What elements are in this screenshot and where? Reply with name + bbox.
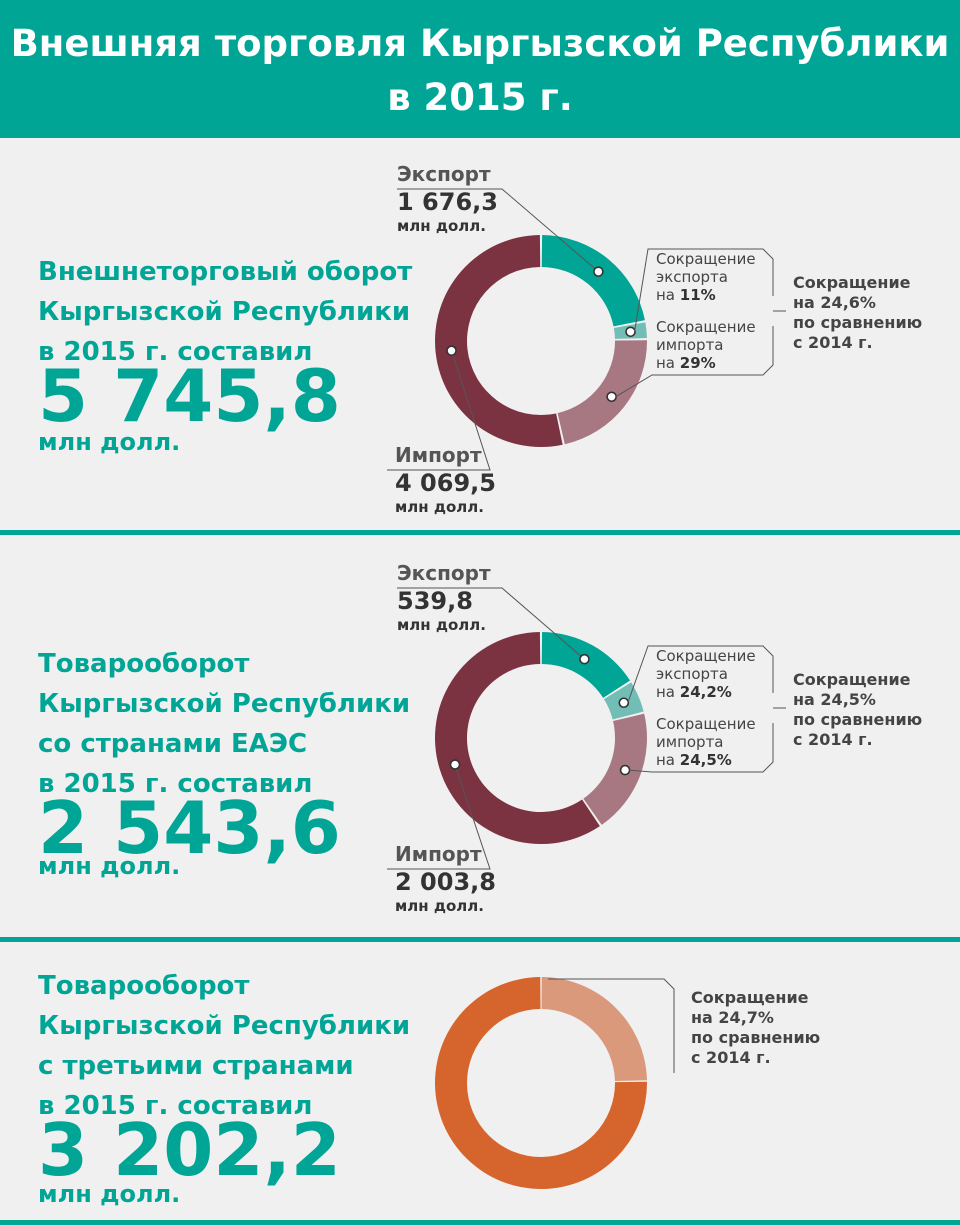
export-marker xyxy=(593,266,604,277)
total-decline-note: Сокращение xyxy=(793,670,911,689)
section-2-lead-line: Кыргызской Республики xyxy=(38,689,411,719)
import-leader-line xyxy=(387,764,491,870)
section-3-lead-line: в 2015 г. составил xyxy=(38,1091,313,1121)
total-decline-note: на 24,6% xyxy=(793,293,876,312)
import-decline-note: импорта xyxy=(656,733,724,751)
donut-slice xyxy=(541,632,631,698)
import-label: Импорт xyxy=(395,842,482,866)
import-value: 2 003,8 xyxy=(395,868,496,896)
export-decline-note: на 11% xyxy=(656,286,716,304)
section-divider xyxy=(0,530,960,535)
export-decline-note: экспорта xyxy=(656,665,728,683)
import-decline-bracket xyxy=(629,723,774,773)
section-divider xyxy=(0,1220,960,1225)
import-marker xyxy=(446,345,457,357)
total-decline-note: по сравнению xyxy=(793,313,922,332)
export-leader-line xyxy=(397,587,585,660)
section-2-total: 2 543,6 xyxy=(38,786,341,870)
total-decline-note: Сокращение xyxy=(691,988,809,1007)
section-divider xyxy=(0,937,960,942)
import-decline-note: Сокращение xyxy=(656,318,756,336)
import-decline-note: на 24,5% xyxy=(656,751,732,769)
section-3-lead-line: Товарооборот xyxy=(38,971,250,1001)
export-label: Экспорт xyxy=(397,162,491,186)
export-unit: млн долл. xyxy=(397,217,486,235)
import-decline-marker xyxy=(606,391,617,403)
export-decline-bracket xyxy=(634,248,774,332)
donut-chart-1 xyxy=(435,235,647,447)
export-decline-note: Сокращение xyxy=(656,250,756,268)
import-decline-note: Сокращение xyxy=(656,715,756,733)
export-unit: млн долл. xyxy=(397,616,486,634)
page-title: Внешняя торговля Кыргызской Республики xyxy=(10,22,950,65)
donut-slice xyxy=(435,235,563,447)
section-1-lead-line: Внешнеторговый оборот xyxy=(38,257,413,287)
section-2-lead-line: Товарооборот xyxy=(38,649,250,679)
import-unit: млн долл. xyxy=(395,897,484,915)
donut-slice xyxy=(583,713,647,825)
section-3-total: 3 202,2 xyxy=(38,1108,341,1192)
export-decline-note: экспорта xyxy=(656,268,728,286)
section-3-lead-line: с третьими странами xyxy=(38,1051,354,1081)
donut-chart-3 xyxy=(435,977,648,1190)
export-decline-bracket xyxy=(627,645,774,703)
page-header: Внешняя торговля Кыргызской Республики в… xyxy=(0,0,960,138)
export-leader-line xyxy=(397,188,599,273)
import-marker xyxy=(449,759,461,770)
total-decline-note: Сокращение xyxy=(793,273,911,292)
total-decline-note: по сравнению xyxy=(793,710,922,729)
section-1-lead-line: Кыргызской Республики xyxy=(38,297,411,327)
total-decline-note: по сравнению xyxy=(691,1028,820,1047)
section-3-lead-line: Кыргызской Республики xyxy=(38,1011,411,1041)
import-leader-line xyxy=(387,350,491,471)
section-1-lead: Внешнеторговый оборот Кыргызской Республ… xyxy=(38,252,412,372)
page-subtitle: в 2015 г. xyxy=(387,76,573,119)
export-marker xyxy=(579,653,590,665)
export-decline-marker xyxy=(625,326,636,338)
section-2-unit: млн долл. xyxy=(38,852,181,880)
import-decline-note: на 29% xyxy=(656,354,716,372)
decline-bracket xyxy=(548,978,675,1073)
import-value: 4 069,5 xyxy=(395,469,496,497)
total-decline-note: с 2014 г. xyxy=(793,730,873,749)
total-decline-note: с 2014 г. xyxy=(793,333,873,352)
donut-slice xyxy=(541,235,645,327)
section-2-lead: Товарооборот Кыргызской Республики со ст… xyxy=(38,644,410,804)
section-1-unit: млн долл. xyxy=(38,428,181,456)
import-unit: млн долл. xyxy=(395,498,484,516)
export-decline-note: Сокращение xyxy=(656,647,756,665)
export-value: 539,8 xyxy=(397,587,473,615)
donut-slice xyxy=(541,977,647,1082)
section-3-unit: млн долл. xyxy=(38,1180,181,1208)
export-value: 1 676,3 xyxy=(397,188,498,216)
import-decline-note: импорта xyxy=(656,336,724,354)
donut-slice xyxy=(435,977,648,1190)
import-decline-bracket xyxy=(615,326,774,398)
total-decline-note: на 24,7% xyxy=(691,1008,774,1027)
section-2-lead-line: со странами ЕАЭС xyxy=(38,729,308,759)
donut-slice xyxy=(557,340,647,445)
import-label: Импорт xyxy=(395,443,482,467)
export-label: Экспорт xyxy=(397,561,491,585)
section-2-lead-line: в 2015 г. составил xyxy=(38,769,313,799)
total-decline-note: с 2014 г. xyxy=(691,1048,771,1067)
export-decline-note: на 24,2% xyxy=(656,683,732,701)
import-decline-marker xyxy=(619,764,631,776)
total-decline-note: на 24,5% xyxy=(793,690,876,709)
section-3-lead: Товарооборот Кыргызской Республики с тре… xyxy=(38,966,410,1126)
section-1-total: 5 745,8 xyxy=(38,354,341,438)
donut-chart-2 xyxy=(435,632,647,844)
section-1-lead-line: в 2015 г. составил xyxy=(38,337,313,367)
export-decline-marker xyxy=(618,697,630,709)
donut-slice xyxy=(435,632,600,844)
